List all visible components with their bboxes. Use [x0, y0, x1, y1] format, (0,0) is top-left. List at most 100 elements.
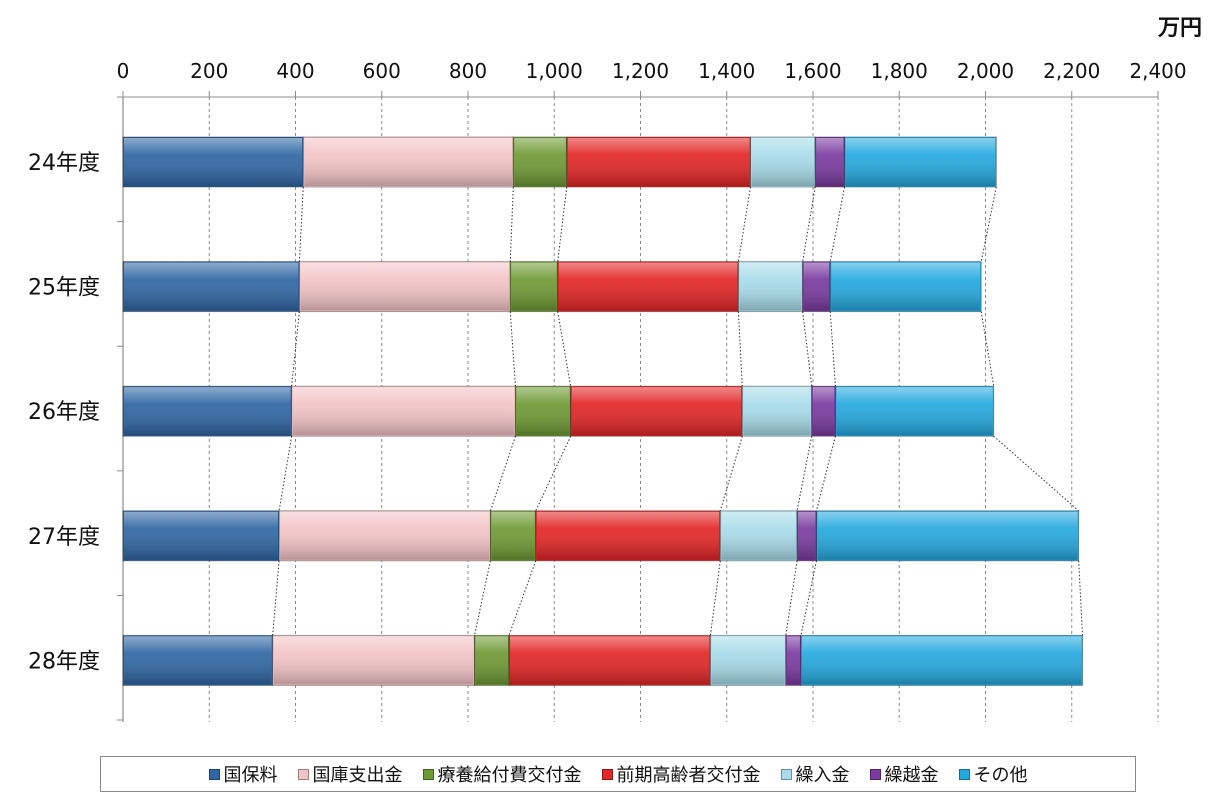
category-label: 27年度 — [28, 525, 100, 550]
connector-line — [980, 186, 997, 262]
bar-segment-shine — [751, 138, 815, 186]
legend-swatch — [601, 768, 613, 780]
x-tick-label: 2,200 — [1043, 59, 1100, 83]
connector-line — [796, 436, 813, 511]
unit-label: 万円 — [1157, 16, 1202, 41]
bar-segment-shine — [491, 511, 535, 560]
bar-layer — [122, 136, 1084, 686]
category-label: 25年度 — [28, 276, 100, 301]
bar-segment-shine — [786, 636, 800, 685]
x-tick-label: 0 — [117, 59, 130, 83]
bar-segment-shine — [743, 387, 811, 436]
x-tick-label: 1,400 — [698, 59, 755, 83]
connector-line — [557, 186, 568, 262]
bar-segment-shine — [721, 511, 797, 560]
x-tick-label: 2,400 — [1129, 59, 1186, 83]
x-tick-label: 800 — [449, 59, 487, 83]
legend-label: 繰入金 — [795, 765, 850, 786]
connector-line — [557, 311, 572, 387]
label-layer: 0 200 400 600 800 1,000 1,200 1,400 1,600 1,800 2,… — [28, 59, 1187, 674]
legend-item: 前期高齢者交付金 — [601, 761, 761, 787]
bar-segment-shine — [509, 636, 710, 685]
connector-line — [815, 436, 836, 511]
legend-label: 国保料 — [223, 765, 278, 786]
x-tick-label: 1,800 — [871, 59, 928, 83]
connector-line — [535, 435, 572, 512]
bar-segment-shine — [567, 138, 750, 186]
bar-segment-shine — [831, 262, 981, 311]
bar-segment-shine — [845, 138, 996, 186]
bar-segment-shine — [511, 262, 557, 311]
connector-line — [829, 311, 836, 387]
connector-line — [737, 186, 751, 262]
bar-segment-shine — [280, 511, 490, 560]
legend-swatch — [208, 768, 220, 780]
x-tick-label: 1,200 — [612, 59, 669, 83]
connector-line — [509, 311, 516, 387]
legend-swatch — [422, 768, 434, 780]
legend-item: 国庫支出金 — [297, 761, 403, 787]
x-tick-label: 1,600 — [784, 59, 841, 83]
bar-segment-shine — [300, 262, 510, 311]
x-tick-label: 2,000 — [957, 59, 1014, 83]
connector-line — [272, 560, 280, 636]
legend-item: 療養給付費交付金 — [422, 761, 582, 787]
bar-segment-shine — [803, 262, 830, 311]
bar-segment-shine — [836, 387, 993, 436]
legend-swatch — [869, 768, 881, 780]
legend-swatch — [297, 768, 309, 780]
connector-line — [829, 186, 845, 262]
bar-segment-shine — [304, 138, 513, 186]
connector-line — [785, 560, 798, 636]
legend-label: 繰越金 — [884, 765, 939, 786]
bar-segment-shine — [292, 387, 515, 436]
connector-line — [802, 311, 813, 387]
x-tick-label: 600 — [363, 59, 401, 83]
legend-item: 繰越金 — [869, 761, 939, 787]
connector-line — [709, 560, 721, 636]
bar-segment-shine — [124, 387, 291, 436]
legend-item: その他 — [958, 761, 1028, 787]
connector-line — [802, 186, 816, 262]
category-label: 26年度 — [28, 400, 100, 425]
connector-line — [993, 435, 1079, 512]
bar-segment-shine — [124, 262, 299, 311]
bar-segment-shine — [739, 262, 802, 311]
bar-segment-shine — [817, 511, 1078, 560]
legend-label: 療養給付費交付金 — [437, 765, 582, 786]
category-label: 24年度 — [28, 151, 100, 176]
bar-segment-shine — [558, 262, 738, 311]
legend: 国保料 国庫支出金 療養給付費交付金 前期高齢者交付金 繰入金 繰越金 その他 — [100, 756, 1136, 792]
bar-segment-shine — [514, 138, 566, 186]
bar-segment-shine — [124, 636, 272, 685]
bar-segment-shine — [124, 511, 279, 560]
connector-layer — [272, 186, 1084, 636]
legend-label: その他 — [973, 765, 1028, 786]
bar-segment-shine — [711, 636, 785, 685]
connector-line — [509, 186, 514, 262]
legend-label: 国庫支出金 — [312, 765, 403, 786]
bar-segment-shine — [516, 387, 570, 436]
bar-segment-shine — [571, 387, 742, 436]
x-tick-label: 400 — [276, 59, 314, 83]
category-label: 28年度 — [28, 649, 100, 674]
legend-swatch — [780, 768, 792, 780]
connector-line — [278, 436, 293, 511]
legend-item: 国保料 — [208, 761, 278, 787]
x-tick-label: 200 — [190, 59, 228, 83]
connector-line — [800, 560, 817, 636]
connector-line — [980, 311, 995, 387]
connector-line — [489, 436, 516, 511]
bar-segment-shine — [273, 636, 474, 685]
bar-segment-shine — [124, 138, 303, 186]
connector-line — [473, 560, 491, 636]
connector-line — [1078, 560, 1084, 636]
bar-segment-shine — [798, 511, 816, 560]
bar-segment-shine — [812, 387, 835, 436]
connector-line — [719, 436, 743, 511]
legend-label: 前期高齢者交付金 — [616, 765, 761, 786]
bar-segment-shine — [536, 511, 720, 560]
connector-line — [508, 560, 537, 636]
